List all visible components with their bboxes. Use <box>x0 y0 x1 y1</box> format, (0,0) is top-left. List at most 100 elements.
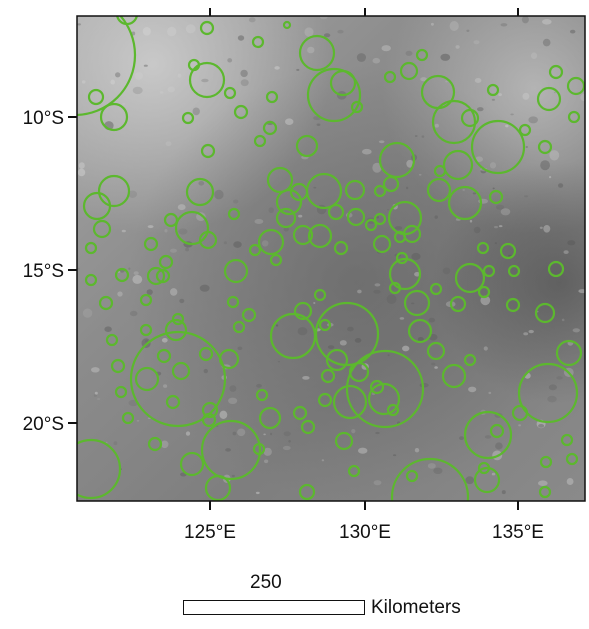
crater-outline <box>298 34 336 72</box>
crater-outline <box>185 177 215 207</box>
terrain-speckle <box>237 428 246 437</box>
terrain-speckle <box>177 73 182 78</box>
crater-outline <box>325 348 349 372</box>
lon-label-125e: 125°E <box>184 522 236 543</box>
crater-outline <box>403 289 431 317</box>
crater-outline <box>305 172 343 210</box>
terrain-speckle <box>484 435 492 439</box>
crater-outline <box>369 379 385 395</box>
terrain-speckle <box>288 440 291 443</box>
terrain-speckle <box>232 431 237 436</box>
terrain-speckle <box>307 46 315 54</box>
terrain-speckle <box>570 29 576 34</box>
terrain-speckle <box>198 181 205 186</box>
terrain-speckle <box>185 431 191 436</box>
terrain-speckle <box>261 240 269 247</box>
terrain-speckle <box>358 447 368 454</box>
terrain-speckle <box>201 78 209 83</box>
crater-outline <box>163 212 179 228</box>
terrain-speckle <box>219 410 228 419</box>
crater-outline <box>517 362 579 424</box>
crater-outline <box>295 134 319 158</box>
terrain-speckle <box>77 267 80 270</box>
crater-outline <box>232 320 246 334</box>
terrain-speckle <box>548 384 558 391</box>
terrain-speckle <box>376 216 379 219</box>
crater-outline <box>134 366 160 392</box>
terrain-speckle <box>549 176 552 179</box>
terrain-speckle <box>498 225 503 228</box>
terrain-speckle <box>405 50 413 56</box>
terrain-speckle <box>304 27 314 37</box>
crater-outline <box>255 388 269 402</box>
terrain-speckle <box>399 317 405 320</box>
terrain-speckle <box>431 362 436 366</box>
terrain-speckle <box>523 332 529 336</box>
crater-outline <box>139 293 153 307</box>
terrain-speckle <box>97 398 101 400</box>
terrain-speckle <box>378 140 385 144</box>
crater-outline <box>477 285 491 299</box>
crater-outline <box>143 236 159 252</box>
terrain-speckle <box>347 326 354 332</box>
crater-outline <box>164 318 188 342</box>
terrain-speckle <box>225 448 232 452</box>
terrain-speckle <box>558 183 564 188</box>
terrain-speckle <box>491 472 496 476</box>
crater-outline <box>373 212 387 226</box>
crater-outline <box>201 412 217 428</box>
terrain-speckle <box>270 432 273 436</box>
crater-outline <box>155 268 171 284</box>
terrain-speckle <box>94 391 98 395</box>
terrain-speckle <box>163 384 168 388</box>
terrain-speckle <box>248 17 256 23</box>
terrain-speckle <box>136 420 140 422</box>
terrain-speckle <box>167 86 175 93</box>
terrain-speckle <box>167 26 177 37</box>
terrain-speckle <box>474 78 482 83</box>
terrain-speckle <box>566 478 574 485</box>
crater-outline <box>442 149 474 181</box>
crater-outline <box>320 368 336 384</box>
crater-outline <box>536 86 562 112</box>
terrain-speckle <box>164 229 168 233</box>
crater-outline <box>275 188 303 216</box>
crater-outline <box>560 433 574 447</box>
crater-outline <box>227 207 241 221</box>
crater-outline <box>454 262 486 294</box>
crater-outline <box>87 88 105 106</box>
terrain-speckle <box>283 227 289 232</box>
crater-outline <box>252 442 266 456</box>
terrain-speckle <box>549 150 560 161</box>
terrain-speckle <box>455 45 460 49</box>
terrain-speckle <box>178 228 188 235</box>
terrain-speckle <box>356 53 366 62</box>
crater-outline <box>347 464 361 478</box>
terrain-speckle <box>428 317 436 323</box>
crater-outline <box>441 363 467 389</box>
crater-outline <box>253 134 267 148</box>
terrain-speckle <box>323 33 331 38</box>
terrain-speckle <box>394 226 403 230</box>
crater-outline <box>156 348 172 364</box>
crater-outline <box>201 401 219 419</box>
terrain-speckle <box>473 226 481 234</box>
terrain-speckle <box>411 252 421 261</box>
terrain-speckle <box>264 459 269 464</box>
terrain-speckle <box>337 29 344 34</box>
terrain-speckle <box>282 445 291 451</box>
crater-outline <box>275 207 297 229</box>
crater-outline <box>147 436 163 452</box>
terrain-speckle <box>553 91 556 94</box>
terrain-speckle <box>298 214 303 218</box>
terrain-speckle <box>185 24 196 34</box>
crater-outline <box>121 411 135 425</box>
terrain-speckle <box>500 23 508 27</box>
terrain-speckle <box>374 283 381 287</box>
crater-outline <box>105 333 119 347</box>
terrain-speckle <box>113 441 118 446</box>
terrain-speckle <box>433 467 443 474</box>
crater-outline <box>511 404 529 422</box>
terrain-speckle <box>468 386 477 393</box>
crater-outline <box>518 123 532 137</box>
